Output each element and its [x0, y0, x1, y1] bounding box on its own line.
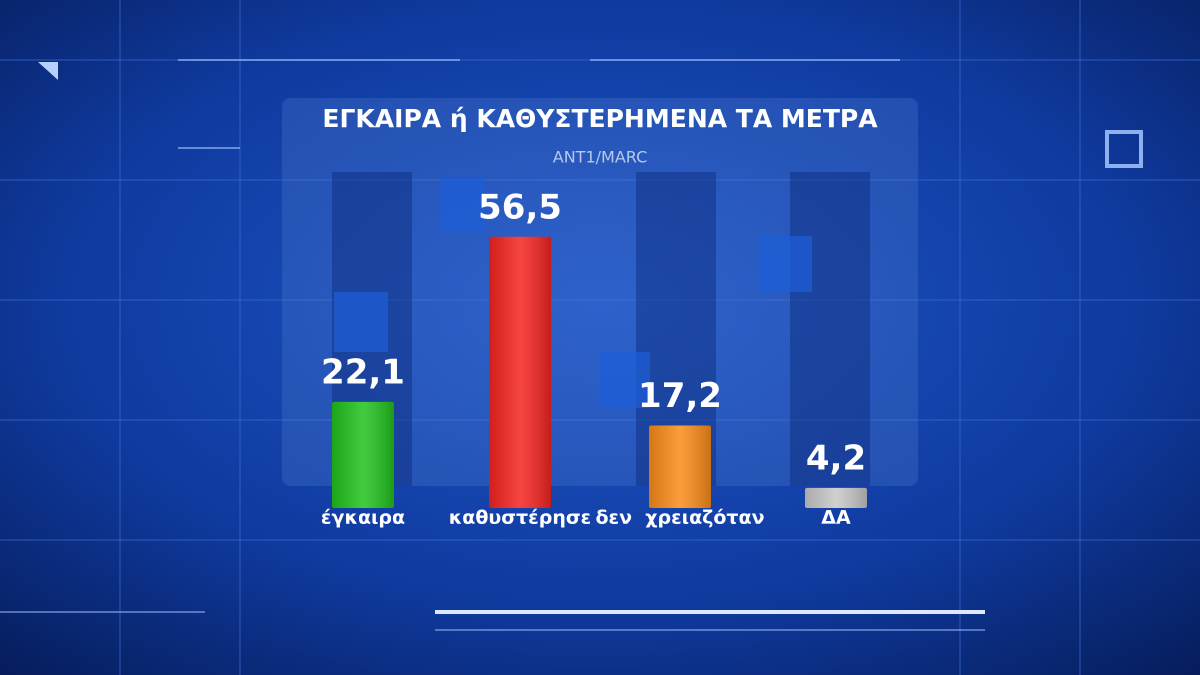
square-icon [1105, 130, 1143, 168]
category-label: καθυστέρησε [449, 507, 591, 529]
corner-mark [38, 62, 58, 80]
bar [649, 425, 711, 508]
category-label: ΔΑ [821, 507, 851, 529]
bar [489, 236, 551, 509]
category-label: δεν χρειαζόταν [595, 507, 764, 529]
category-label: έγκαιρα [321, 507, 405, 529]
chart-title: ΕΓΚΑΙΡΑ ή ΚΑΘΥΣΤΕΡΗΜΕΝΑ ΤΑ ΜΕΤΡΑ [322, 104, 878, 133]
chart-subtitle: ΑΝΤ1/MARC [553, 148, 648, 167]
decor-lines [0, 59, 985, 631]
value-label: 22,1 [321, 352, 405, 392]
value-label: 17,2 [638, 376, 722, 416]
value-label: 4,2 [806, 438, 866, 478]
value-label: 56,5 [478, 187, 562, 227]
bar [805, 487, 867, 508]
bar [332, 401, 394, 508]
deco-squares [334, 178, 812, 408]
